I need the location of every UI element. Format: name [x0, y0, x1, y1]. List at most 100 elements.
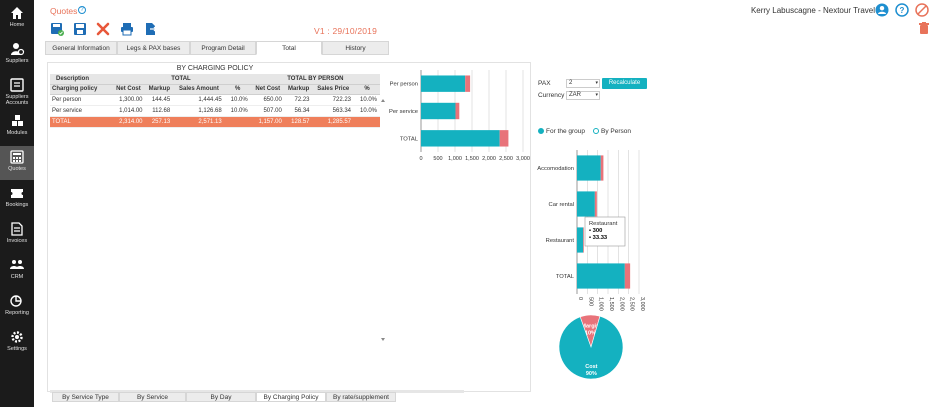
pax-select[interactable]: 2 ▾ [566, 79, 600, 88]
x-tick-label: 500 [587, 297, 593, 306]
bar-cost [577, 155, 601, 181]
scroll-up-icon[interactable] [381, 99, 385, 102]
header: Quotes ? Kerry Labuscagne - Nextour Trav… [34, 0, 945, 22]
sidebar-item-quotes[interactable]: Quotes [0, 146, 34, 180]
column-header[interactable]: Net Cost [111, 84, 146, 95]
user-profile-icon[interactable] [875, 3, 889, 17]
sidebar-item-crm[interactable]: CRM [0, 254, 34, 288]
version-label: V1 : 29/10/2019 [314, 26, 378, 36]
category-label: TOTAL [400, 136, 419, 142]
sidebar-item-label: Settings [7, 346, 27, 352]
table-cell [354, 116, 380, 128]
tab-by-day[interactable]: By Day [186, 392, 256, 402]
sidebar-item-label: Suppliers [5, 58, 29, 64]
bar-cost [577, 227, 584, 253]
tab-bar: General Information Legs & PAX bases Pro… [45, 41, 389, 55]
table-scrollbar[interactable] [380, 98, 386, 342]
cancel-circle-icon[interactable] [915, 3, 929, 17]
sidebar-item-label: Reporting [5, 310, 29, 316]
table-cell: 722.23 [312, 94, 354, 106]
tab-history[interactable]: History [322, 41, 389, 55]
column-header[interactable]: % [224, 84, 251, 95]
x-tick-label: 2,000 [482, 156, 496, 162]
bar-margin [600, 155, 604, 181]
table-cell: 128.57 [284, 116, 313, 128]
column-header[interactable]: Sales Price [312, 84, 354, 95]
print-icon[interactable] [120, 22, 134, 36]
chevron-down-icon: ▾ [595, 92, 598, 98]
table-cell: TOTAL [50, 116, 112, 128]
table-cell: 1,300.00 [111, 94, 146, 106]
bar-margin [455, 102, 460, 120]
table-cell: 10.0% [224, 94, 251, 106]
column-header[interactable]: Markup [145, 84, 174, 95]
tab-by-charging-policy[interactable]: By Charging Policy [256, 392, 326, 402]
sidebar-item-suppliers[interactable]: Suppliers [0, 38, 34, 72]
currency-select[interactable]: ZAR ▾ [566, 91, 600, 100]
column-header[interactable]: Net Cost [250, 84, 285, 95]
crm-icon [10, 260, 24, 269]
sidebar-item-label: Suppliers Accounts [5, 94, 29, 106]
invoice-icon [11, 222, 23, 236]
table-row[interactable]: Per person 1,300.00 144.45 1,444.45 10.0… [50, 94, 380, 106]
tab-by-service[interactable]: By Service [119, 392, 186, 402]
scroll-down-icon[interactable] [381, 338, 385, 341]
horizontal-scrollbar[interactable] [50, 390, 464, 393]
currency-label: Currency [538, 92, 565, 99]
table-cell: 257.13 [145, 116, 174, 128]
column-header[interactable]: Sales Amount [173, 84, 225, 95]
close-icon[interactable] [96, 22, 110, 36]
recalculate-button[interactable]: Recalculate [602, 78, 647, 89]
sidebar-item-modules[interactable]: Modules [0, 110, 34, 144]
tab-general-information[interactable]: General Information [45, 41, 117, 55]
sidebar-item-suppliers-accounts[interactable]: Suppliers Accounts [0, 74, 34, 108]
tab-total[interactable]: Total [256, 41, 322, 55]
column-header[interactable]: % [354, 84, 380, 95]
svg-text:?: ? [900, 6, 905, 15]
table-cell [224, 116, 251, 128]
x-tick-label: 3,000 [639, 297, 645, 311]
column-header[interactable]: Charging policy [50, 84, 112, 95]
bar-margin [594, 191, 597, 217]
modules-icon [12, 115, 23, 126]
radio-for-the-group[interactable] [538, 128, 544, 134]
table-cell: 144.45 [145, 94, 174, 106]
total-by-person-header: TOTAL BY PERSON [250, 74, 380, 85]
pax-value: 2 [569, 80, 573, 86]
bar-margin [624, 263, 631, 289]
bar-margin [465, 75, 471, 92]
column-header[interactable]: Markup [284, 84, 313, 95]
tab-program-detail[interactable]: Program Detail [190, 41, 256, 55]
table-cell: Per person [50, 94, 112, 106]
tooltip-title: Restaurant [589, 221, 618, 227]
export-document-icon[interactable] [144, 22, 158, 36]
help-circle-icon[interactable]: ? [895, 3, 909, 17]
save-icon[interactable] [73, 22, 87, 36]
pie-slice-label: Margin [581, 323, 600, 329]
table-cell: 56.34 [284, 105, 313, 117]
x-tick-label: 2,000 [618, 297, 624, 311]
sidebar-item-label: Home [9, 22, 25, 28]
tab-legs-pax-bases[interactable]: Legs & PAX bases [117, 41, 190, 55]
sidebar: Home Suppliers Suppliers Accounts Module… [0, 0, 34, 407]
sidebar-item-invoices[interactable]: Invoices [0, 218, 34, 252]
sidebar-item-label: Modules [6, 130, 28, 136]
home-icon [11, 7, 23, 19]
sidebar-item-home[interactable]: Home [0, 2, 34, 36]
category-label: Accomodation [537, 166, 574, 172]
sidebar-item-reporting[interactable]: Reporting [0, 290, 34, 324]
radio-by-person[interactable] [593, 128, 599, 134]
sidebar-item-bookings[interactable]: Bookings [0, 182, 34, 216]
sidebar-item-label: CRM [10, 274, 24, 280]
save-check-icon[interactable] [50, 22, 64, 36]
tooltip-line: • 300 [589, 228, 602, 234]
table-cell: 72.23 [284, 94, 313, 106]
tab-by-service-type[interactable]: By Service Type [52, 392, 119, 402]
help-icon[interactable]: ? [78, 6, 86, 14]
sidebar-item-settings[interactable]: Settings [0, 326, 34, 360]
bottom-tab-bar: By Service Type By Service By Day By Cha… [52, 392, 396, 402]
table-row[interactable]: Per service 1,014.00 112.68 1,126.68 10.… [50, 105, 380, 117]
chevron-down-icon: ▾ [595, 80, 598, 86]
tab-by-rate-supplement[interactable]: By rate/supplement [326, 392, 396, 402]
trash-icon[interactable] [917, 21, 931, 35]
